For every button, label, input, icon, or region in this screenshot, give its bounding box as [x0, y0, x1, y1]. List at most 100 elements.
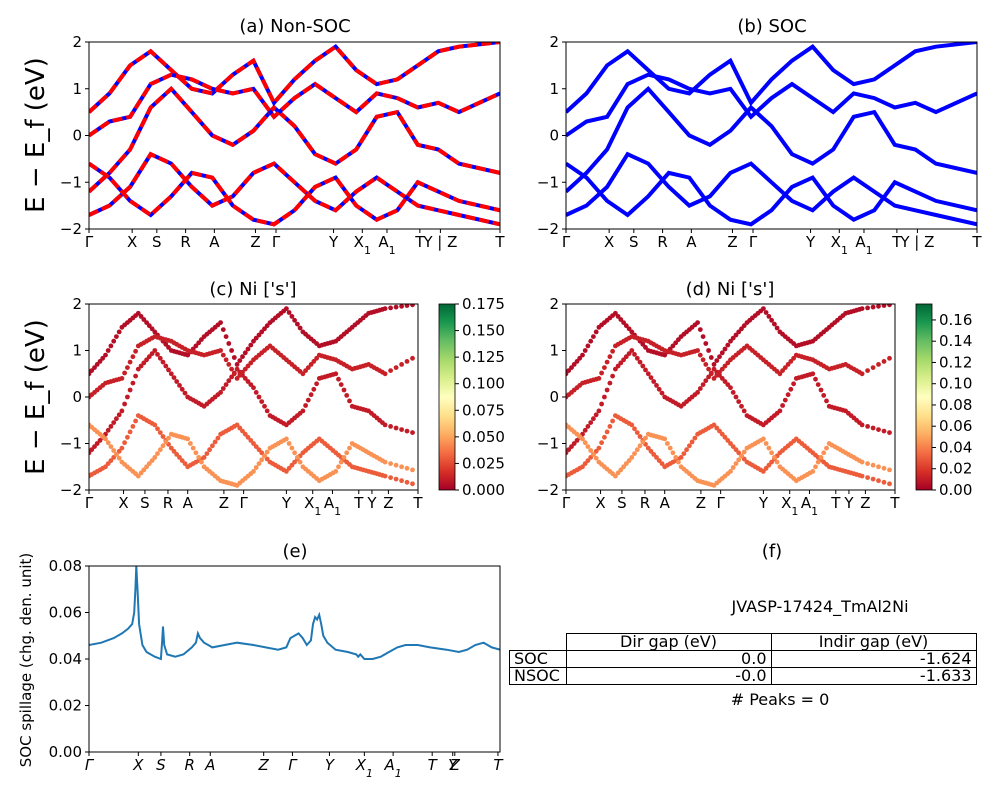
band-point [733, 332, 739, 338]
band-point [163, 363, 169, 369]
band-point [739, 453, 744, 459]
band-point [711, 422, 717, 428]
x-tick-label: Γ [272, 233, 281, 251]
band-point [133, 373, 139, 379]
band-point [284, 436, 289, 442]
y-tick-label: 2 [72, 295, 82, 313]
band-point [171, 448, 177, 454]
band-point [659, 461, 665, 466]
tick-subscript: 1 [395, 767, 402, 780]
band-point [607, 354, 613, 360]
band-point [593, 455, 599, 461]
x-tick-label: Z [219, 494, 229, 512]
band-point [711, 376, 717, 381]
tick-subscript: 1 [364, 244, 371, 257]
band-point [292, 459, 297, 465]
band-point [333, 469, 339, 474]
table-row-label: NSOC [509, 667, 567, 685]
x-tick-label: Z [383, 494, 393, 512]
band-ylabel-top: E − E_f (eV) [21, 57, 51, 213]
tick-subscript: 1 [314, 505, 321, 518]
colorbar-tick-label: 0.12 [939, 353, 972, 371]
band-point [245, 434, 251, 440]
band-point [725, 342, 731, 348]
band-point [769, 450, 774, 456]
band-point [725, 382, 731, 387]
band-point [204, 451, 210, 456]
band-point [591, 334, 596, 339]
band-point [881, 428, 887, 434]
band-point [130, 424, 136, 429]
band-point [127, 387, 133, 393]
band-point [92, 444, 97, 449]
band-point [111, 448, 117, 453]
band-point [706, 374, 711, 380]
x-tick-label: T [830, 494, 841, 512]
band-point [245, 363, 251, 369]
y-tick-label: 0.00 [49, 743, 82, 761]
band-point [404, 359, 410, 364]
plot-frame [88, 303, 419, 491]
band-point [596, 376, 602, 381]
band-point [810, 469, 816, 474]
band-point [730, 444, 736, 449]
band-point [122, 401, 127, 407]
plot-area [89, 42, 500, 227]
x-tick-label: T [494, 233, 505, 251]
band-point [821, 450, 827, 456]
panel-a-title: (a) Non-SOC [239, 16, 350, 37]
band-point [602, 434, 607, 440]
x-tick-label: X [595, 494, 605, 512]
band-point [623, 461, 629, 466]
band-point [248, 342, 254, 348]
band-point [168, 371, 174, 377]
band-point [602, 365, 607, 370]
band-point [163, 439, 169, 445]
band-point [588, 448, 594, 453]
band-point [585, 444, 591, 449]
band-point [210, 443, 215, 449]
band-point [218, 320, 224, 325]
panel-e-title: (e) [282, 541, 307, 562]
band-point [730, 335, 736, 341]
band-point [393, 304, 399, 310]
band-point [152, 455, 158, 460]
band-point [242, 350, 248, 356]
band-point [240, 369, 245, 375]
x-tick-label: Z [727, 233, 737, 251]
band-point [174, 379, 180, 384]
y-tick-label: −2 [60, 220, 82, 238]
band-point [220, 352, 226, 358]
band-point [881, 465, 887, 471]
band-point [813, 464, 818, 470]
band-point [610, 348, 615, 354]
band-point [347, 445, 352, 451]
band-point [245, 346, 251, 352]
band-point [736, 329, 742, 335]
band-point [662, 436, 668, 442]
band-point [626, 326, 632, 332]
band-ylabel-mid: E − E_f (eV) [21, 319, 51, 475]
band-point [730, 465, 736, 470]
x-tick-label: T [414, 233, 425, 251]
gap-table: Dir gap (eV) Indir gap (eV) SOC 0.0 -1.6… [509, 633, 977, 685]
x-tick-label: X [604, 233, 614, 251]
band-point [116, 455, 122, 461]
x-tick-label: Y [281, 494, 292, 512]
band-point [207, 447, 213, 453]
band-point [859, 306, 865, 311]
band-point [111, 420, 117, 425]
x-tick-label: T [889, 494, 900, 512]
band-point [144, 464, 150, 470]
band-point [700, 334, 706, 339]
x-tick-label: Γ [562, 233, 571, 251]
colorbar-c: 0.000 0.025 0.050 0.075 0.100 0.125 0.150 0.175 [438, 295, 505, 499]
band-point [218, 348, 224, 353]
band-point [580, 464, 585, 470]
plot-frame [88, 41, 501, 230]
band-point [144, 320, 150, 325]
band-point [125, 434, 130, 440]
band-point [870, 476, 876, 482]
band-point [870, 425, 876, 431]
